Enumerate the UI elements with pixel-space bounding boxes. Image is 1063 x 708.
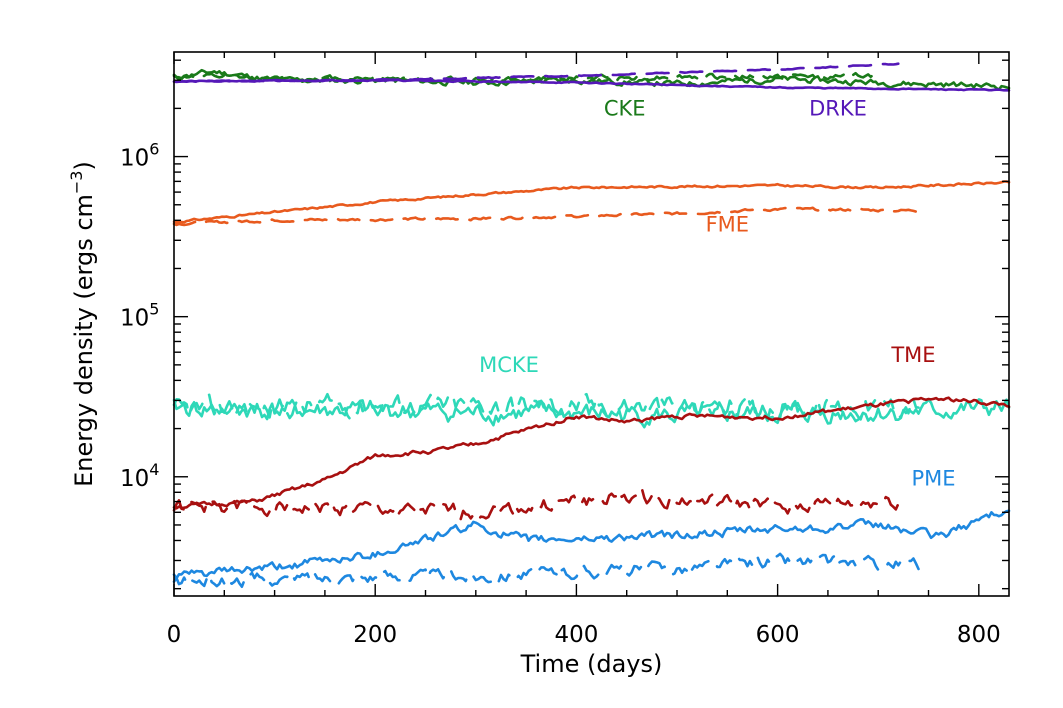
- x-tick-label: 400: [554, 622, 598, 648]
- y-axis-label-superscript: −3: [67, 170, 86, 194]
- x-tick-label: 800: [957, 622, 1001, 648]
- series-line-fme: [172, 180, 1011, 224]
- label-layer: CKE DRKE FME MCKE TME PME: [479, 97, 955, 491]
- series-label-pme: PME: [912, 467, 956, 491]
- series-line-tme: [172, 396, 1011, 510]
- series-line-dashed-11: [172, 552, 920, 588]
- series-label-tme: TME: [890, 343, 935, 367]
- series-line-pme: [172, 509, 1011, 580]
- y-tick-base: 10: [120, 146, 149, 172]
- y-axis-label-main: Energy density (ergs cm: [70, 194, 98, 487]
- y-tick-label: 105: [120, 300, 159, 332]
- series-line-dashed-7: [172, 392, 920, 423]
- y-tick-label: 104: [120, 460, 159, 492]
- plot-frame: [173, 51, 1010, 597]
- y-tick-exponent: 6: [149, 140, 159, 159]
- series-label-fme: FME: [706, 213, 749, 237]
- y-tick-exponent: 5: [149, 300, 159, 319]
- series-layer: [172, 62, 1011, 588]
- x-tick-label: 600: [756, 622, 800, 648]
- y-tick-label: 106: [120, 140, 159, 172]
- series-line-dashed-5: [172, 206, 920, 227]
- series-label-mcke: MCKE: [479, 353, 539, 377]
- series-line-dashed-3: [172, 62, 900, 84]
- series-line-dashed-9: [172, 487, 900, 521]
- series-line-mcke: [172, 398, 1011, 429]
- x-tick-label: 200: [353, 622, 397, 648]
- y-tick-exponent: 4: [149, 460, 159, 479]
- y-axis-label: Energy density (ergs cm−3): [67, 161, 98, 487]
- series-label-drke: DRKE: [809, 97, 867, 121]
- x-tick-label: 0: [167, 622, 182, 648]
- y-tick-base: 10: [120, 306, 149, 332]
- y-axis-label-close: ): [70, 161, 98, 170]
- x-axis-label: Time (days): [520, 650, 663, 678]
- y-tick-base: 10: [120, 466, 149, 492]
- series-label-cke: CKE: [604, 97, 646, 121]
